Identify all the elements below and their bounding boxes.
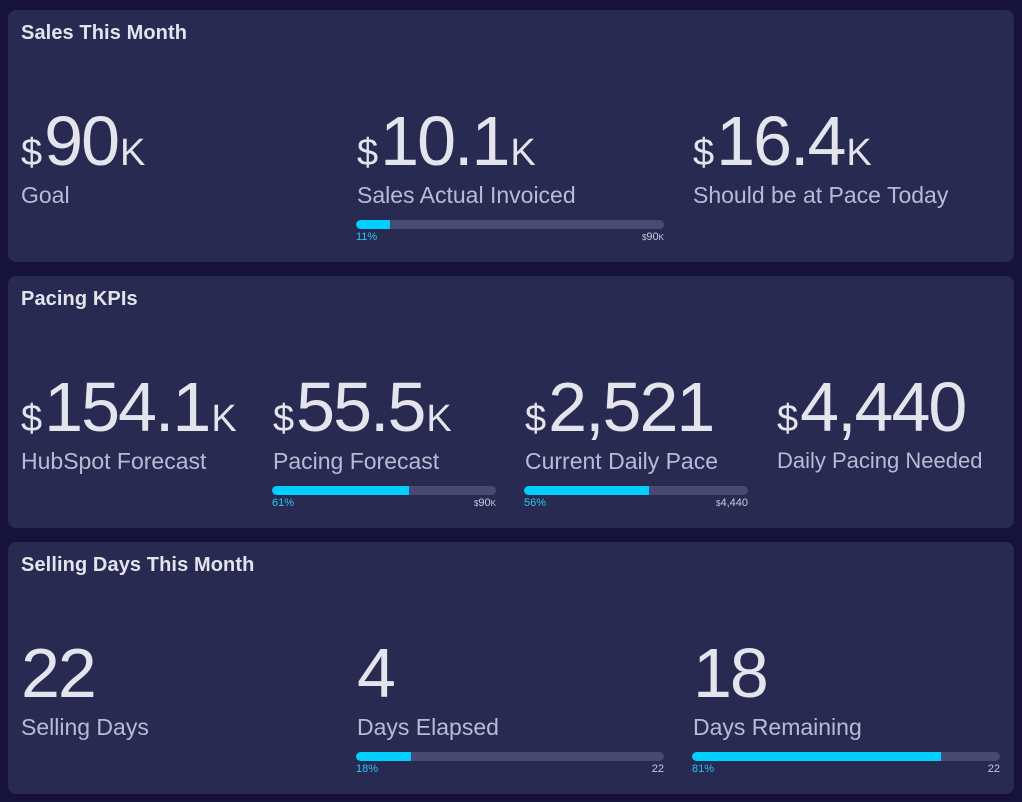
progress-sales-actual: 11% $90K [356, 220, 664, 243]
currency-symbol: $ [357, 132, 379, 174]
kpi-sales-actual-invoiced: $10.1K Sales Actual Invoiced [357, 106, 576, 209]
kpi-value: $154.1K [21, 372, 237, 442]
progress-max: $90K [473, 497, 496, 509]
selling-days-panel: Selling Days This Month 22 Selling Days … [8, 542, 1014, 794]
kpi-label: Should be at Pace Today [693, 182, 949, 208]
progress-fill [272, 486, 409, 495]
kpi-days-remaining: 18 Days Remaining [693, 638, 862, 741]
kpi-label: Selling Days [21, 714, 149, 740]
progress-percent: 11% [356, 231, 378, 243]
kpi-label: Pacing Forecast [273, 448, 440, 474]
progress-percent: 61% [272, 497, 295, 509]
progress-fill [356, 752, 412, 761]
currency-symbol: $ [525, 398, 547, 440]
value-number: 4 [357, 634, 396, 712]
kpi-value: $16.4K [693, 106, 948, 176]
value-suffix: K [426, 398, 452, 440]
kpi-label: Sales Actual Invoiced [357, 182, 576, 208]
value-number: 90 [44, 102, 120, 180]
progress-current-daily-pace: 56% $4,440 [524, 486, 748, 509]
value-number: 10.1 [380, 102, 510, 180]
kpi-hubspot-forecast: $154.1K HubSpot Forecast [21, 372, 237, 475]
progress-fill [692, 752, 942, 761]
progress-fill [356, 220, 390, 229]
kpi-label: Days Remaining [693, 714, 862, 740]
kpi-daily-pacing-needed: $4,440 Daily Pacing Needed [777, 372, 982, 474]
kpi-value: 18 [693, 638, 862, 708]
value-number: 22 [21, 634, 97, 712]
pacing-kpis-panel: Pacing KPIs $154.1K HubSpot Forecast $55… [8, 276, 1014, 528]
progress-track [272, 486, 496, 495]
panel-title: Pacing KPIs [21, 288, 138, 310]
progress-percent: 18% [356, 763, 379, 775]
kpi-value: $4,440 [777, 372, 982, 442]
value-number: 2,521 [548, 368, 715, 446]
progress-max: $4,440 [716, 497, 748, 509]
kpi-label: Daily Pacing Needed [777, 448, 983, 473]
progress-max: $90K [641, 231, 664, 243]
value-number: 154.1 [44, 368, 211, 446]
progress-days-elapsed: 18% 22 [356, 752, 664, 775]
progress-track [356, 752, 664, 761]
currency-symbol: $ [777, 398, 799, 440]
value-suffix: K [120, 132, 146, 174]
kpi-days-elapsed: 4 Days Elapsed [357, 638, 499, 741]
kpi-value: 4 [357, 638, 499, 708]
value-number: 16.4 [716, 102, 846, 180]
kpi-should-be-at-pace: $16.4K Should be at Pace Today [693, 106, 948, 209]
progress-track [524, 486, 748, 495]
kpi-value: $90K [21, 106, 145, 176]
kpi-pacing-forecast: $55.5K Pacing Forecast [273, 372, 452, 475]
currency-symbol: $ [21, 398, 43, 440]
kpi-value: $55.5K [273, 372, 452, 442]
progress-fill [524, 486, 650, 495]
panel-title: Sales This Month [21, 22, 188, 44]
kpi-label: Goal [21, 182, 70, 208]
sales-this-month-panel: Sales This Month $90K Goal $10.1K Sales … [8, 10, 1014, 262]
progress-max: 22 [987, 763, 1000, 775]
progress-percent: 56% [524, 497, 547, 509]
kpi-label: HubSpot Forecast [21, 448, 207, 474]
currency-symbol: $ [273, 398, 295, 440]
kpi-value: 22 [21, 638, 149, 708]
progress-track [356, 220, 664, 229]
panel-title: Selling Days This Month [21, 554, 255, 576]
value-suffix: K [846, 132, 872, 174]
kpi-selling-days: 22 Selling Days [21, 638, 149, 741]
value-suffix: K [211, 398, 237, 440]
kpi-goal: $90K Goal [21, 106, 145, 209]
value-number: 18 [693, 634, 769, 712]
currency-symbol: $ [21, 132, 43, 174]
progress-days-remaining: 81% 22 [692, 752, 1000, 775]
progress-percent: 81% [692, 763, 715, 775]
progress-max: 22 [651, 763, 664, 775]
value-number: 4,440 [800, 368, 967, 446]
currency-symbol: $ [693, 132, 715, 174]
progress-track [692, 752, 1000, 761]
kpi-label: Current Daily Pace [525, 448, 719, 474]
value-suffix: K [510, 132, 536, 174]
kpi-value: $2,521 [525, 372, 718, 442]
kpi-label: Days Elapsed [357, 714, 499, 740]
kpi-current-daily-pace: $2,521 Current Daily Pace [525, 372, 718, 475]
value-number: 55.5 [296, 368, 426, 446]
progress-pacing-forecast: 61% $90K [272, 486, 496, 509]
kpi-value: $10.1K [357, 106, 576, 176]
